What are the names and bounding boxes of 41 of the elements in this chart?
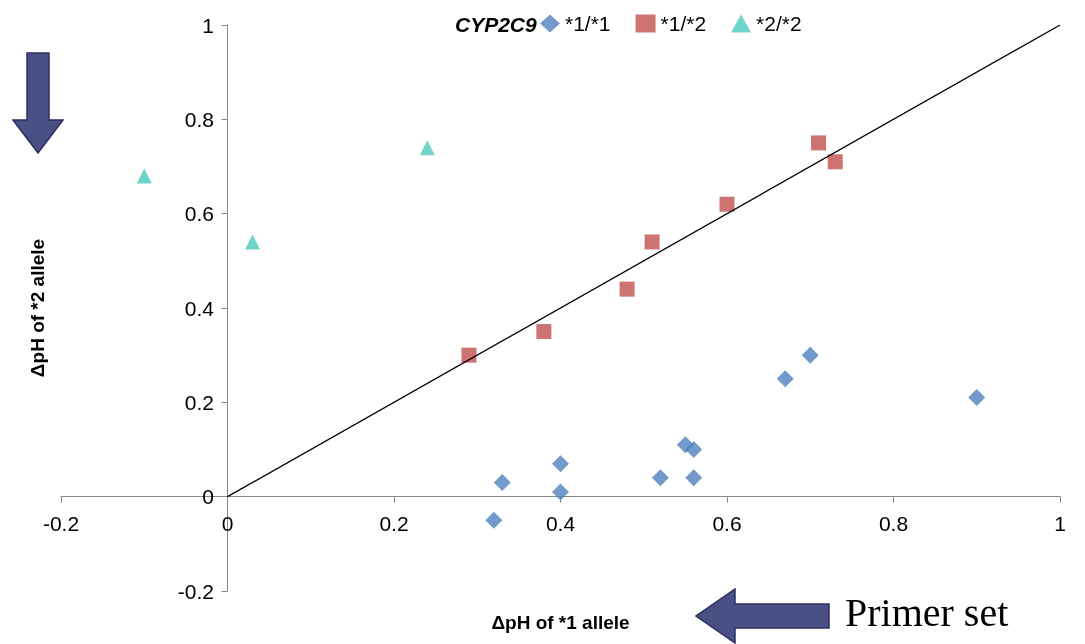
x-tick-label: 1: [1054, 512, 1066, 535]
y-axis-title: ΔpH of *2 allele: [27, 238, 48, 378]
y-tick-label: 0.4: [184, 296, 215, 320]
point: [461, 347, 477, 363]
point: [552, 483, 569, 501]
point: [419, 140, 435, 156]
point: [968, 389, 986, 407]
point: [536, 324, 552, 340]
annotation: Primer set: [845, 589, 1009, 635]
point: [552, 455, 569, 473]
y-tick-label: 0: [202, 485, 214, 509]
point: [493, 474, 511, 492]
point: [776, 370, 794, 388]
point: [685, 441, 703, 458]
point: [485, 511, 503, 529]
y-tick-label: 0.6: [184, 202, 214, 226]
x-tick-label: 0.2: [379, 512, 409, 535]
point: [719, 196, 735, 212]
x-tick-label: 0.6: [712, 512, 742, 535]
y-tick-label: 1: [202, 13, 214, 37]
legend-label: *2/*2: [756, 12, 802, 35]
x-axis-title: ΔpH of *1 allele: [491, 612, 630, 633]
point: [136, 168, 152, 184]
legend-label: *1/*1: [565, 12, 611, 35]
point: [827, 154, 843, 170]
point: [811, 135, 827, 151]
x-tick-label: 0: [221, 512, 234, 535]
x-tick-label: 0.4: [545, 512, 576, 535]
point: [685, 469, 703, 487]
x-tick-label: 0.8: [878, 512, 909, 535]
point: [801, 346, 819, 364]
y-tick-label: -0.2: [177, 579, 214, 603]
point: [651, 469, 669, 487]
point: [244, 234, 260, 250]
y-tick-label: 0.8: [184, 107, 214, 131]
x-tick-label: -0.2: [42, 512, 80, 535]
y-tick-label: 0.2: [184, 390, 214, 414]
legend-title: CYP2C9: [455, 13, 538, 36]
point: [644, 234, 660, 250]
legend-label: *1/*2: [660, 12, 707, 35]
point: [619, 281, 635, 297]
